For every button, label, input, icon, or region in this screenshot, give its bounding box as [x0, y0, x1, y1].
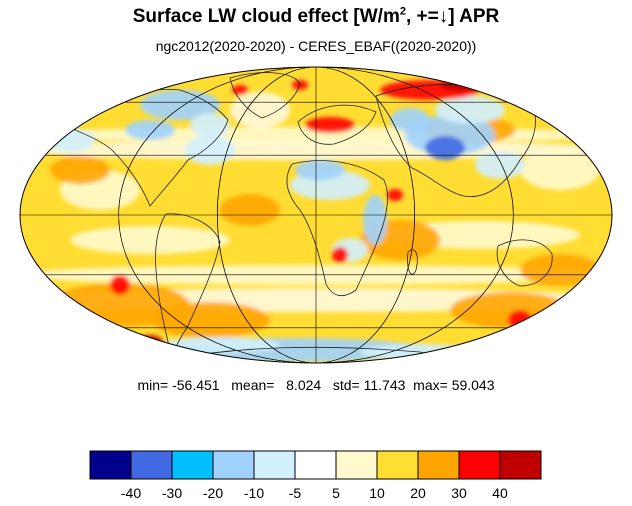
colorbar-tick-label: 5 [332, 485, 340, 501]
colorbar-tick-label: 40 [492, 485, 508, 501]
colorbar-tick-label: 30 [451, 485, 467, 501]
anomaly-patch [150, 302, 270, 338]
anomaly-patch [230, 92, 290, 128]
anomaly-patch [110, 275, 130, 295]
anomaly-patch [508, 310, 532, 330]
anomaly-patch [305, 117, 355, 133]
anomaly-patch [190, 113, 230, 137]
colorbar-tick-label: 10 [369, 485, 385, 501]
anomaly-patch [140, 90, 220, 120]
min-value: -56.451 [172, 377, 220, 393]
longitude-line [118, 67, 514, 363]
anomaly-patch [232, 85, 248, 95]
anomaly-patch [390, 108, 430, 132]
world-map [19, 66, 613, 364]
colorbar-box [253, 450, 296, 480]
plot-title: Surface LW cloud effect [W/m2, +=↓] APR [0, 6, 632, 28]
anomaly-patch [160, 337, 280, 353]
max-label: max= [413, 377, 448, 393]
longitude-line [217, 67, 415, 363]
colorbar-box [335, 450, 378, 480]
colorbar-box [89, 450, 132, 480]
std-value: 11.743 [363, 377, 406, 393]
anomaly-patch [425, 136, 465, 160]
graticule [20, 67, 612, 363]
colorbar-tick-label: -30 [162, 485, 182, 501]
anomaly-patch [220, 194, 280, 226]
colorbar-labels: -40 -30 -20 -10 -5 5 10 20 30 40 [121, 485, 508, 501]
colorbar-tick-label: -5 [289, 485, 302, 501]
colorbar-box [294, 450, 337, 480]
min-label: min= [137, 377, 169, 393]
statistics-line: min= -56.451 mean= 8.024 std= 11.743 max… [0, 377, 632, 393]
anomaly-patch [440, 79, 480, 91]
anomaly-patch [520, 150, 600, 190]
plot-subtitle: ngc2012(2020-2020) - CERES_EBAF((2020-20… [155, 38, 477, 54]
anomaly-patch [120, 347, 200, 363]
anomaly-patch [185, 135, 235, 165]
colorbar-box [130, 450, 173, 480]
anomaly-patch [125, 120, 175, 140]
max-value: 59.043 [451, 377, 495, 393]
std-label: std= [332, 377, 360, 393]
map-border [19, 66, 613, 364]
mean-value: 8.024 [286, 377, 322, 393]
anomaly-patch [435, 96, 505, 124]
colorbar-tick-label: 20 [410, 485, 426, 501]
title-superscript: 2 [399, 5, 406, 18]
mean-label: mean= [231, 377, 275, 393]
anomaly-patch [520, 254, 600, 286]
anomaly-patch [332, 247, 348, 263]
anomaly-patch [50, 156, 110, 184]
colorbar-box [499, 450, 542, 480]
colorbar-box [417, 450, 460, 480]
colorbar-box [171, 450, 214, 480]
anomaly-patch [295, 160, 345, 180]
colorbar-box [376, 450, 419, 480]
colorbar-tick-label: -10 [244, 485, 264, 501]
map-field [20, 67, 612, 363]
colorbar-tick-label: -40 [121, 485, 141, 501]
title-prefix: Surface LW cloud effect [W/m [132, 6, 400, 27]
anomaly-patch [363, 195, 387, 245]
colorbar-boxes [89, 450, 542, 480]
title-suffix: , +=↓] APR [405, 6, 500, 27]
colorbar-box [212, 450, 255, 480]
colorbar-box [458, 450, 501, 480]
anomaly-patch [387, 189, 403, 201]
anomaly-patch [70, 226, 230, 254]
anomaly-patch [45, 128, 95, 152]
colorbar-tick-label: -20 [203, 485, 223, 501]
